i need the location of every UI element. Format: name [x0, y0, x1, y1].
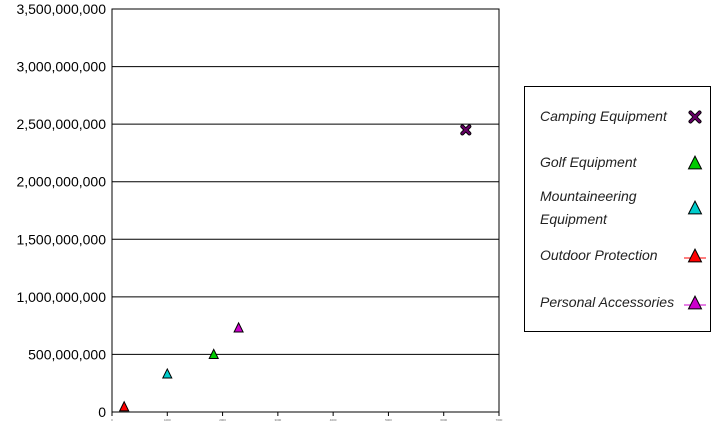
legend-marker-triangle	[687, 200, 703, 215]
legend-label: Camping Equipment	[540, 108, 667, 124]
x-tick-label: 7000	[496, 418, 503, 422]
y-tick-label: 2,500,000,000	[16, 116, 106, 132]
legend-marker-triangle	[687, 295, 703, 310]
y-tick-label: 500,000,000	[28, 346, 106, 362]
y-tick-label: 1,000,000,000	[16, 289, 106, 305]
legend-marker	[684, 248, 706, 263]
plot-area	[111, 8, 500, 413]
legend-label: Golf Equipment	[540, 154, 637, 170]
legend-marker	[684, 295, 706, 310]
legend-marker-triangle	[687, 155, 703, 170]
legend-marker	[687, 200, 703, 215]
x-tick-label: 6000	[440, 418, 447, 422]
y-tick-label: 3,000,000,000	[16, 59, 106, 75]
legend-marker	[688, 110, 702, 124]
x-tick-label: 1000	[164, 418, 171, 422]
x-tick-label: 3000	[275, 418, 282, 422]
data-point	[208, 348, 220, 359]
legend-marker-triangle	[687, 248, 703, 263]
legend-label: Mountaineering Equipment	[540, 188, 637, 227]
data-point	[118, 400, 130, 412]
data-point	[460, 124, 472, 136]
legend-marker-x	[688, 110, 702, 124]
gridlines	[112, 66, 499, 355]
data-point	[233, 321, 244, 333]
y-axis-ticks: 0 500,000,000 1,000,000,000 1,500,000,000 2,…	[16, 1, 106, 420]
legend-label: Personal Accessories	[540, 294, 675, 310]
legend-label: Outdoor Protection	[540, 247, 658, 263]
x-tick-label: 5000	[385, 418, 392, 422]
x-tick-label: 2000	[219, 418, 226, 422]
x-tick-label: 0	[111, 418, 113, 422]
y-tick-label: 1,500,000,000	[16, 231, 106, 247]
x-tick-label: 4000	[330, 418, 337, 422]
y-tick-label: 3,500,000,000	[16, 1, 106, 17]
data-point	[161, 367, 173, 379]
legend: Camping Equipment Golf Equipment Mountaine…	[524, 86, 711, 332]
legend-marker	[687, 155, 703, 170]
y-tick-label: 0	[98, 404, 106, 420]
data-points	[118, 124, 472, 412]
x-axis-ticks: 0 1000 2000 3000 4000 5000 6000 7000	[111, 412, 503, 422]
y-tick-label: 2,000,000,000	[16, 174, 106, 190]
